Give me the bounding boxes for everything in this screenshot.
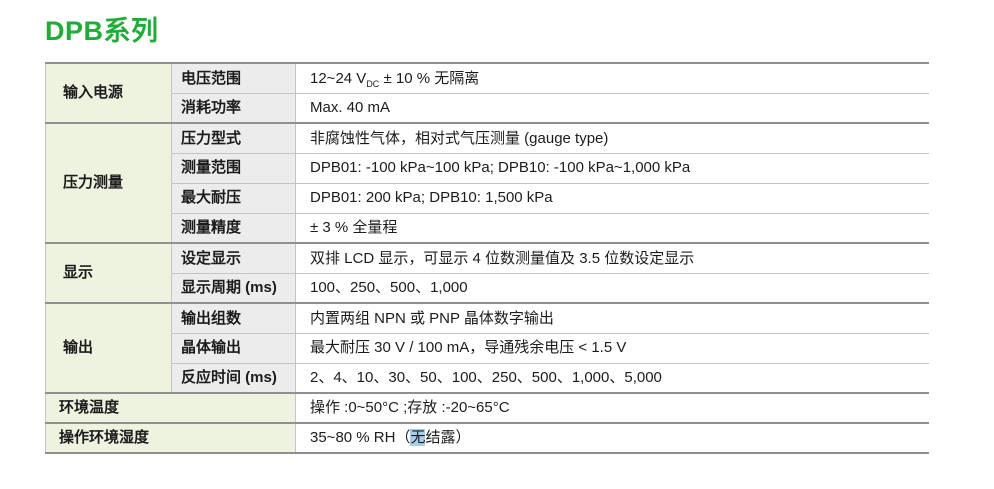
value-cell-response-time: 2、4、10、30、50、100、250、500、1,000、5,000 [295, 362, 929, 393]
page-title: DPB系列 [45, 9, 159, 48]
table-row: 环境温度 操作 :0~50°C ;存放 :-20~65°C [45, 392, 929, 423]
value-cell-operating-humidity: 35~80 % RH（无结露） [295, 422, 929, 453]
table-row: 输出 输出组数 内置两组 NPN 或 PNP 晶体数字输出 [45, 302, 929, 393]
series-name-zh: 系列 [103, 16, 159, 46]
label-cell-pressure-type: 压力型式 [171, 122, 296, 153]
value-cell-output-groups: 内置两组 NPN 或 PNP 晶体数字输出 [295, 302, 929, 333]
label-cell-response-time: 反应时间 (ms) [171, 362, 296, 393]
humidity-value-head: 35~80 % RH（ [310, 429, 411, 447]
voltage-dc-subscript: DC [366, 78, 380, 89]
table-row: 输入电源 电压范围 12~24 VDC ± 10 % 无隔离 [45, 62, 929, 123]
voltage-value-tail: ± 10 % 无隔离 [379, 69, 480, 87]
value-cell-pressure-type: 非腐蚀性气体，相对式气压测量 (gauge type) [295, 122, 929, 153]
table-row: 晶体输出 最大耐压 30 V / 100 mA，导通残余电压 < 1.5 V [46, 332, 929, 363]
label-cell-power-consumption: 消耗功率 [171, 92, 296, 123]
value-cell-voltage-range: 12~24 VDC ± 10 % 无隔离 [295, 62, 929, 93]
label-cell-setting-display: 设定显示 [171, 242, 296, 273]
value-cell-setting-display: 双排 LCD 显示，可显示 4 位数测量值及 3.5 位数设定显示 [295, 242, 929, 273]
table-row: 反应时间 (ms) 2、4、10、30、50、100、250、500、1,000… [46, 362, 929, 393]
table-row: 测量范围 DPB01: -100 kPa~100 kPa; DPB10: -10… [46, 152, 929, 183]
group-cell-output: 输出 [45, 302, 172, 393]
group-cell-ambient-temperature: 环境温度 [45, 392, 296, 423]
label-cell-measuring-accuracy: 测量精度 [171, 212, 296, 243]
table-row: 最大耐压 DPB01: 200 kPa; DPB10: 1,500 kPa [46, 182, 929, 213]
label-cell-voltage-range: 电压范围 [171, 62, 296, 93]
group-cell-pressure: 压力测量 [45, 122, 172, 243]
series-name-latin: DPB [45, 16, 104, 46]
value-cell-display-cycle: 100、250、500、1,000 [295, 272, 929, 303]
humidity-value-tail: 结露） [425, 429, 471, 447]
group-cell-power: 输入电源 [45, 62, 172, 123]
value-cell-ambient-temperature: 操作 :0~50°C ;存放 :-20~65°C [295, 392, 929, 423]
table-row: 压力测量 压力型式 非腐蚀性气体，相对式气压测量 (gauge type) [45, 122, 929, 243]
label-cell-transistor-output: 晶体输出 [171, 332, 296, 363]
label-cell-display-cycle: 显示周期 (ms) [171, 272, 296, 303]
value-cell-transistor-output: 最大耐压 30 V / 100 mA，导通残余电压 < 1.5 V [295, 332, 929, 363]
value-cell-max-withstand-pressure: DPB01: 200 kPa; DPB10: 1,500 kPa [295, 182, 929, 213]
spec-table: 输入电源 电压范围 12~24 VDC ± 10 % 无隔离 消耗功率 Max.… [45, 62, 929, 454]
table-row: 消耗功率 Max. 40 mA [46, 92, 929, 123]
table-row: 显示 设定显示 双排 LCD 显示，可显示 4 位数测量值及 3.5 位数设定显… [45, 242, 929, 303]
table-row: 显示周期 (ms) 100、250、500、1,000 [46, 272, 929, 303]
table-row: 操作环境湿度 35~80 % RH（无结露） [45, 422, 929, 453]
table-row: 测量精度 ± 3 % 全量程 [46, 212, 929, 243]
value-cell-measuring-range: DPB01: -100 kPa~100 kPa; DPB10: -100 kPa… [295, 152, 929, 183]
value-cell-measuring-accuracy: ± 3 % 全量程 [295, 212, 929, 243]
humidity-selected-text: 无 [410, 429, 426, 447]
group-cell-display: 显示 [45, 242, 172, 303]
label-cell-measuring-range: 测量范围 [171, 152, 296, 183]
value-cell-power-consumption: Max. 40 mA [295, 92, 929, 123]
voltage-value-main: 12~24 V [310, 69, 367, 87]
group-cell-operating-humidity: 操作环境湿度 [45, 422, 296, 453]
label-cell-max-withstand-pressure: 最大耐压 [171, 182, 296, 213]
label-cell-output-groups: 输出组数 [171, 302, 296, 333]
